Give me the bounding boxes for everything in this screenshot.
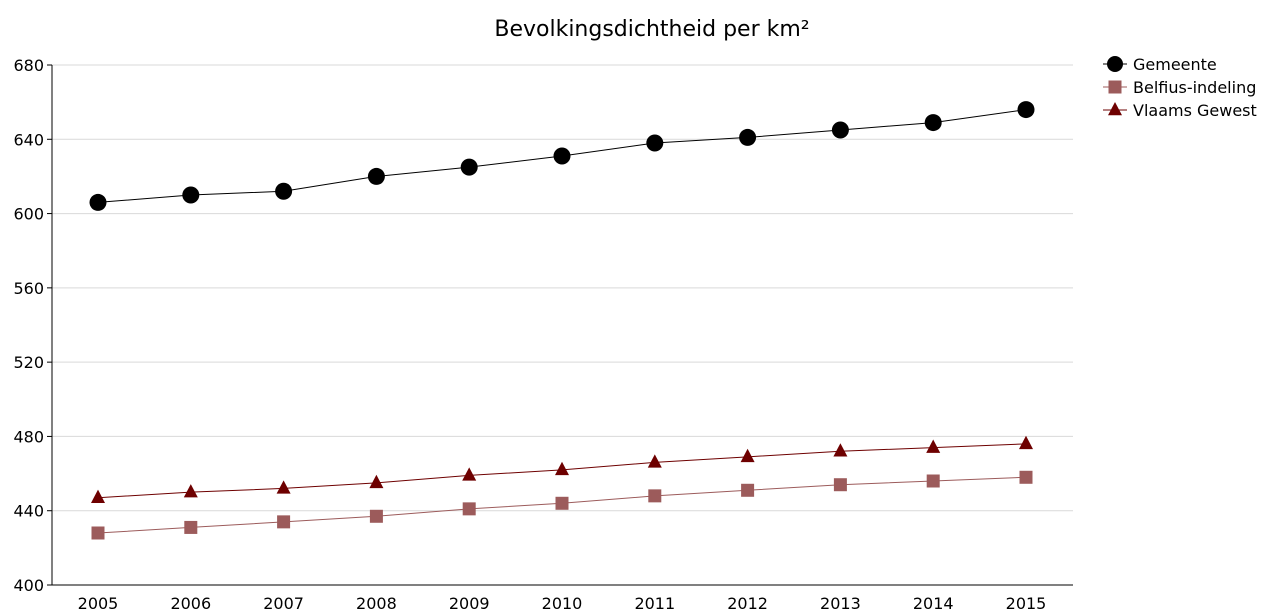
data-point: [831, 121, 849, 139]
data-point: [91, 489, 105, 503]
data-point: [647, 454, 662, 468]
x-tick-label: 2010: [542, 594, 583, 613]
chart-title: Bevolkingsdichtheid per km²: [494, 17, 809, 42]
data-point: [926, 439, 941, 453]
series-0: [89, 101, 1035, 211]
data-point: [926, 474, 940, 488]
legend-item: Vlaams Gewest: [1103, 101, 1257, 120]
legend: Gemeente Belfius-indeling Vlaams Gewest: [1103, 55, 1257, 120]
data-point: [462, 502, 476, 516]
y-axis-ticks: 400 440 480 520 560 600 640 680: [13, 56, 44, 595]
y-tick-label: 600: [13, 205, 44, 224]
legend-item: Gemeente: [1103, 55, 1217, 74]
data-point: [369, 474, 384, 489]
data-point: [741, 483, 755, 497]
y-tick-label: 400: [13, 576, 44, 595]
series-1: [91, 470, 1033, 540]
data-point: [182, 186, 200, 204]
data-point: [1019, 435, 1033, 450]
series: [89, 101, 1035, 540]
data-point: [740, 448, 755, 463]
x-tick-label: 2007: [263, 594, 304, 613]
y-tick-label: 560: [13, 279, 44, 298]
data-point: [555, 496, 569, 510]
y-tick-label: 640: [13, 130, 44, 149]
data-point: [462, 467, 477, 481]
y-tick-label: 520: [13, 353, 44, 372]
data-point: [89, 193, 107, 211]
x-tick-label: 2015: [1006, 594, 1047, 613]
data-point: [648, 489, 662, 503]
legend-marker: [1108, 80, 1122, 94]
x-tick-label: 2014: [913, 594, 954, 613]
data-point: [367, 167, 385, 185]
data-point: [646, 134, 664, 152]
x-tick-label: 2006: [170, 594, 211, 613]
data-point: [183, 484, 198, 498]
data-point: [1019, 470, 1033, 484]
legend-label: Gemeente: [1133, 55, 1217, 74]
legend-item: Belfius-indeling: [1103, 78, 1256, 97]
legend-label: Belfius-indeling: [1133, 78, 1256, 97]
legend-marker: [1107, 56, 1123, 72]
legend-label: Vlaams Gewest: [1133, 101, 1257, 120]
data-point: [553, 147, 571, 165]
data-point: [369, 509, 383, 523]
data-point: [184, 520, 198, 534]
y-tick-label: 480: [13, 427, 44, 446]
x-axis-ticks: 2005 2006 2007 2008 2009 2010 2011 2012 2013 2014…: [78, 594, 1047, 613]
data-point: [833, 478, 847, 492]
x-tick-label: 2009: [449, 594, 490, 613]
y-tick-label: 680: [13, 56, 44, 75]
data-point: [739, 128, 757, 146]
data-point: [924, 114, 942, 132]
x-tick-label: 2013: [820, 594, 861, 613]
grid: [52, 64, 1073, 512]
x-tick-label: 2005: [78, 594, 119, 613]
x-tick-label: 2008: [356, 594, 397, 613]
axes: [47, 64, 1073, 586]
data-point: [276, 480, 291, 494]
data-point: [555, 461, 569, 476]
data-point: [833, 443, 848, 457]
data-point: [91, 526, 105, 540]
data-point: [275, 182, 293, 200]
data-point: [277, 515, 291, 529]
series-2: [91, 435, 1033, 503]
y-tick-label: 440: [13, 502, 44, 521]
data-point: [1017, 101, 1035, 119]
data-point: [460, 158, 478, 176]
legend-marker: [1108, 101, 1122, 116]
x-tick-label: 2011: [634, 594, 675, 613]
x-tick-label: 2012: [727, 594, 768, 613]
